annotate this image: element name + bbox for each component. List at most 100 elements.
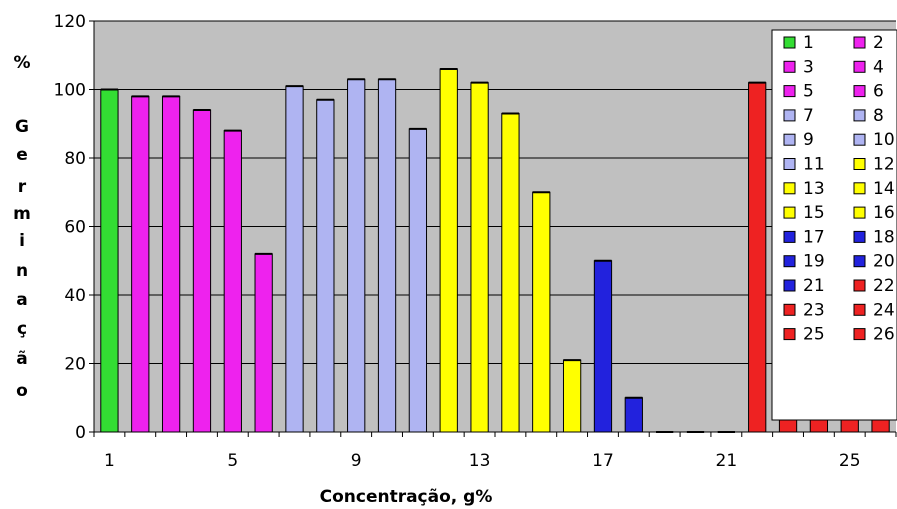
- bar-7: [285, 85, 304, 433]
- bar-rect: [501, 112, 520, 433]
- legend-swatch: [853, 133, 866, 146]
- legend-swatch: [783, 182, 796, 195]
- legend-label: 23: [803, 300, 825, 320]
- bar-rect: [748, 82, 767, 433]
- legend-swatch: [783, 279, 796, 292]
- legend-swatch: [853, 60, 866, 73]
- legend-item-2: 2: [853, 33, 884, 53]
- y-axis-title-char: o: [16, 381, 28, 401]
- legend-item-14: 14: [853, 179, 895, 199]
- x-tick-label: 17: [592, 451, 614, 471]
- legend-swatch: [853, 85, 866, 98]
- bar-13: [470, 81, 489, 433]
- legend-item-9: 9: [783, 130, 814, 150]
- bar-rect: [593, 260, 613, 433]
- legend-item-13: 13: [783, 179, 825, 199]
- bar-rect: [408, 128, 428, 433]
- y-axis-title-char: e: [16, 145, 28, 165]
- legend-item-17: 17: [783, 227, 825, 247]
- legend-item-10: 10: [853, 130, 895, 150]
- legend-label: 1: [803, 33, 814, 53]
- legend-label: 9: [803, 130, 814, 150]
- bar-6: [254, 252, 273, 433]
- legend-label: 3: [803, 57, 814, 77]
- bar-3: [161, 95, 181, 433]
- legend-label: 25: [803, 325, 825, 345]
- bar-11: [408, 127, 428, 433]
- legend-swatch: [853, 158, 866, 170]
- legend-label: 10: [873, 130, 895, 150]
- legend-item-18: 18: [853, 227, 895, 247]
- legend-item-5: 5: [783, 82, 814, 102]
- y-axis-title-char: n: [16, 261, 28, 281]
- y-axis-title-char: m: [13, 204, 31, 224]
- bar-rect: [439, 68, 458, 433]
- legend-swatch: [853, 206, 866, 219]
- legend-swatch: [783, 206, 796, 219]
- bar-rect: [347, 78, 366, 433]
- y-axis-title-char: G: [15, 117, 29, 137]
- legend-label: 19: [803, 252, 825, 272]
- y-axis-title-char: ç: [17, 319, 27, 339]
- legend-swatch: [783, 230, 796, 243]
- legend-item-24: 24: [853, 300, 895, 320]
- legend-item-11: 11: [783, 155, 825, 175]
- bar-4: [192, 109, 212, 433]
- y-tick-label: 40: [64, 286, 86, 306]
- legend-item-3: 3: [783, 57, 814, 77]
- legend-item-22: 22: [853, 276, 895, 296]
- bar-22: [748, 81, 767, 433]
- bar-rect: [161, 95, 181, 433]
- bar-rect: [562, 359, 582, 433]
- legend-item-23: 23: [783, 300, 825, 320]
- legend-item-15: 15: [783, 203, 825, 223]
- legend-swatch: [783, 109, 796, 122]
- y-axis-title-char: ã: [16, 349, 27, 369]
- bar-rect: [470, 82, 489, 433]
- bar-14: [501, 112, 520, 433]
- y-tick-label: 0: [75, 423, 86, 443]
- legend-swatch: [783, 328, 796, 341]
- legend-swatch: [853, 303, 866, 316]
- legend-swatch: [783, 60, 796, 73]
- legend-label: 20: [873, 252, 895, 272]
- legend-swatch: [783, 158, 796, 170]
- bar-1: [100, 88, 119, 433]
- bar-rect: [316, 99, 335, 433]
- legend-label: 14: [873, 179, 895, 199]
- x-tick-label: 25: [839, 451, 861, 471]
- legend-item-7: 7: [783, 106, 814, 126]
- y-tick-label: 60: [64, 218, 86, 238]
- legend-swatch: [853, 36, 866, 49]
- axes: [89, 20, 897, 437]
- bar-5: [223, 129, 242, 433]
- y-axis-title-char: r: [18, 177, 27, 197]
- legend-item-20: 20: [853, 252, 895, 272]
- legend-swatch: [783, 303, 796, 316]
- legend-item-19: 19: [783, 252, 825, 272]
- x-tick-label: 9: [351, 451, 362, 471]
- legend-item-21: 21: [783, 276, 825, 296]
- legend-item-25: 25: [783, 325, 825, 345]
- legend-label: 13: [803, 179, 825, 199]
- legend-label: 18: [873, 227, 895, 247]
- legend-label: 16: [873, 203, 895, 223]
- legend-label: 17: [803, 227, 825, 247]
- bar-2: [131, 95, 150, 433]
- legend-item-26: 26: [853, 325, 895, 345]
- legend-label: 15: [803, 203, 825, 223]
- bar-rect: [285, 85, 304, 433]
- legend-label: 21: [803, 276, 825, 296]
- legend-swatch: [853, 109, 866, 122]
- bar-8: [316, 98, 335, 433]
- x-tick-label: 5: [227, 451, 238, 471]
- legend-item-6: 6: [853, 82, 884, 102]
- legend-swatch: [853, 182, 866, 195]
- y-tick-label: 100: [54, 81, 86, 101]
- legend-label: 5: [803, 82, 814, 102]
- legend-swatch: [853, 279, 866, 292]
- bar-12: [439, 67, 458, 433]
- bar-16: [562, 359, 582, 433]
